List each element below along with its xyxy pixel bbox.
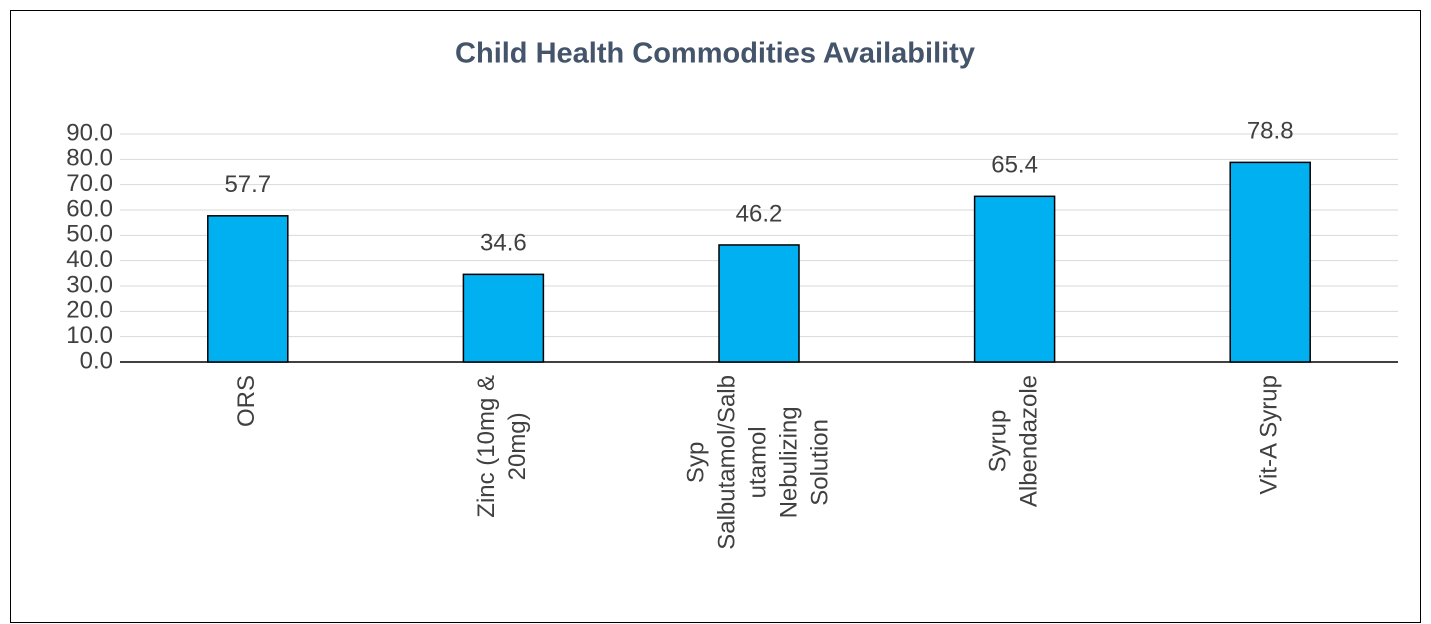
x-tick-label: utamol — [744, 426, 771, 498]
data-label: 34.6 — [480, 230, 527, 257]
x-tick-label: Nebulizing — [775, 406, 802, 518]
data-label: 65.4 — [991, 152, 1038, 179]
x-tick-label: Albendazole — [1015, 375, 1042, 507]
y-tick-label: 20.0 — [66, 297, 113, 324]
y-tick-label: 90.0 — [66, 119, 113, 146]
x-tick-label: ORS — [233, 375, 260, 427]
y-tick-label: 40.0 — [66, 246, 113, 273]
x-tick-label: Solution — [806, 419, 833, 506]
bar — [462, 273, 545, 363]
x-tick-label: Salbutamol/Salb — [713, 375, 740, 550]
bar — [718, 244, 800, 363]
x-tick-label: Zinc (10mg & — [473, 375, 500, 518]
x-tick-label: Syrup — [984, 410, 1011, 473]
x-tick-label: Vit-A Syrup — [1256, 375, 1283, 495]
y-tick-label: 0.0 — [80, 347, 113, 374]
bar — [207, 215, 289, 363]
y-tick-label: 30.0 — [66, 271, 113, 298]
x-tick-label: Syp — [682, 442, 709, 483]
data-label: 78.8 — [1247, 118, 1294, 145]
chart-title: Child Health Commodities Availability — [455, 38, 975, 70]
data-label: 46.2 — [736, 200, 783, 227]
data-label: 57.7 — [224, 171, 271, 198]
x-tick-label: 20mg) — [504, 412, 531, 480]
y-tick-label: 80.0 — [66, 145, 113, 172]
bar — [1229, 161, 1311, 363]
y-tick-label: 60.0 — [66, 195, 113, 222]
y-tick-label: 10.0 — [66, 322, 113, 349]
y-tick-label: 50.0 — [66, 221, 113, 248]
y-tick-label: 70.0 — [66, 170, 113, 197]
bar — [973, 195, 1056, 363]
